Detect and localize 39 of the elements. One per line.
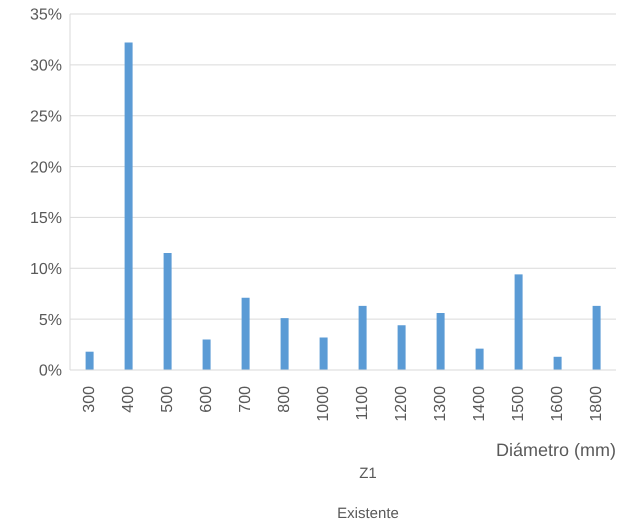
y-tick-label: 20%: [30, 159, 62, 176]
bar: [358, 306, 367, 370]
x-tick-label: 400: [120, 386, 137, 413]
text: Existente: [336, 505, 400, 522]
y-tick-label: 35%: [30, 6, 62, 24]
bar: [164, 253, 172, 370]
y-tick-label: 25%: [30, 108, 62, 126]
bar: [202, 339, 211, 370]
x-tick-label: 600: [198, 386, 215, 413]
y-tick-label: 15%: [30, 210, 62, 228]
x-tick-label: 1800: [588, 386, 605, 422]
text: Z1: [358, 465, 378, 482]
y-tick-label: 5%: [38, 312, 62, 329]
x-tick-label: 1300: [432, 386, 449, 422]
y-tick-label: 10%: [30, 260, 62, 278]
x-tick-label: 500: [159, 386, 176, 413]
bar: [436, 313, 445, 370]
x-axis-title: Diámetro (mm): [496, 440, 616, 461]
x-tick-label: 1200: [393, 386, 410, 422]
bar: [514, 274, 523, 370]
x-tick-label: 1500: [510, 386, 527, 422]
y-tick-label: 0%: [38, 362, 62, 380]
bar: [320, 337, 328, 370]
bar: [398, 325, 406, 370]
bar: [280, 318, 289, 370]
bar: [124, 42, 133, 370]
x-tick-label: 800: [276, 386, 293, 413]
x-tick-label: 1600: [549, 386, 566, 422]
bar: [554, 356, 562, 370]
x-tick-label: 1100: [354, 386, 371, 420]
x-tick-label: 1400: [471, 386, 488, 422]
y-tick-label: 30%: [30, 58, 62, 75]
bar: [592, 306, 601, 370]
bar: [242, 298, 250, 370]
bar: [86, 352, 94, 370]
x-tick-label: 1000: [315, 386, 332, 422]
x-tick-label: 700: [237, 386, 254, 413]
bar: [476, 348, 484, 370]
x-tick-label: 300: [81, 386, 98, 413]
